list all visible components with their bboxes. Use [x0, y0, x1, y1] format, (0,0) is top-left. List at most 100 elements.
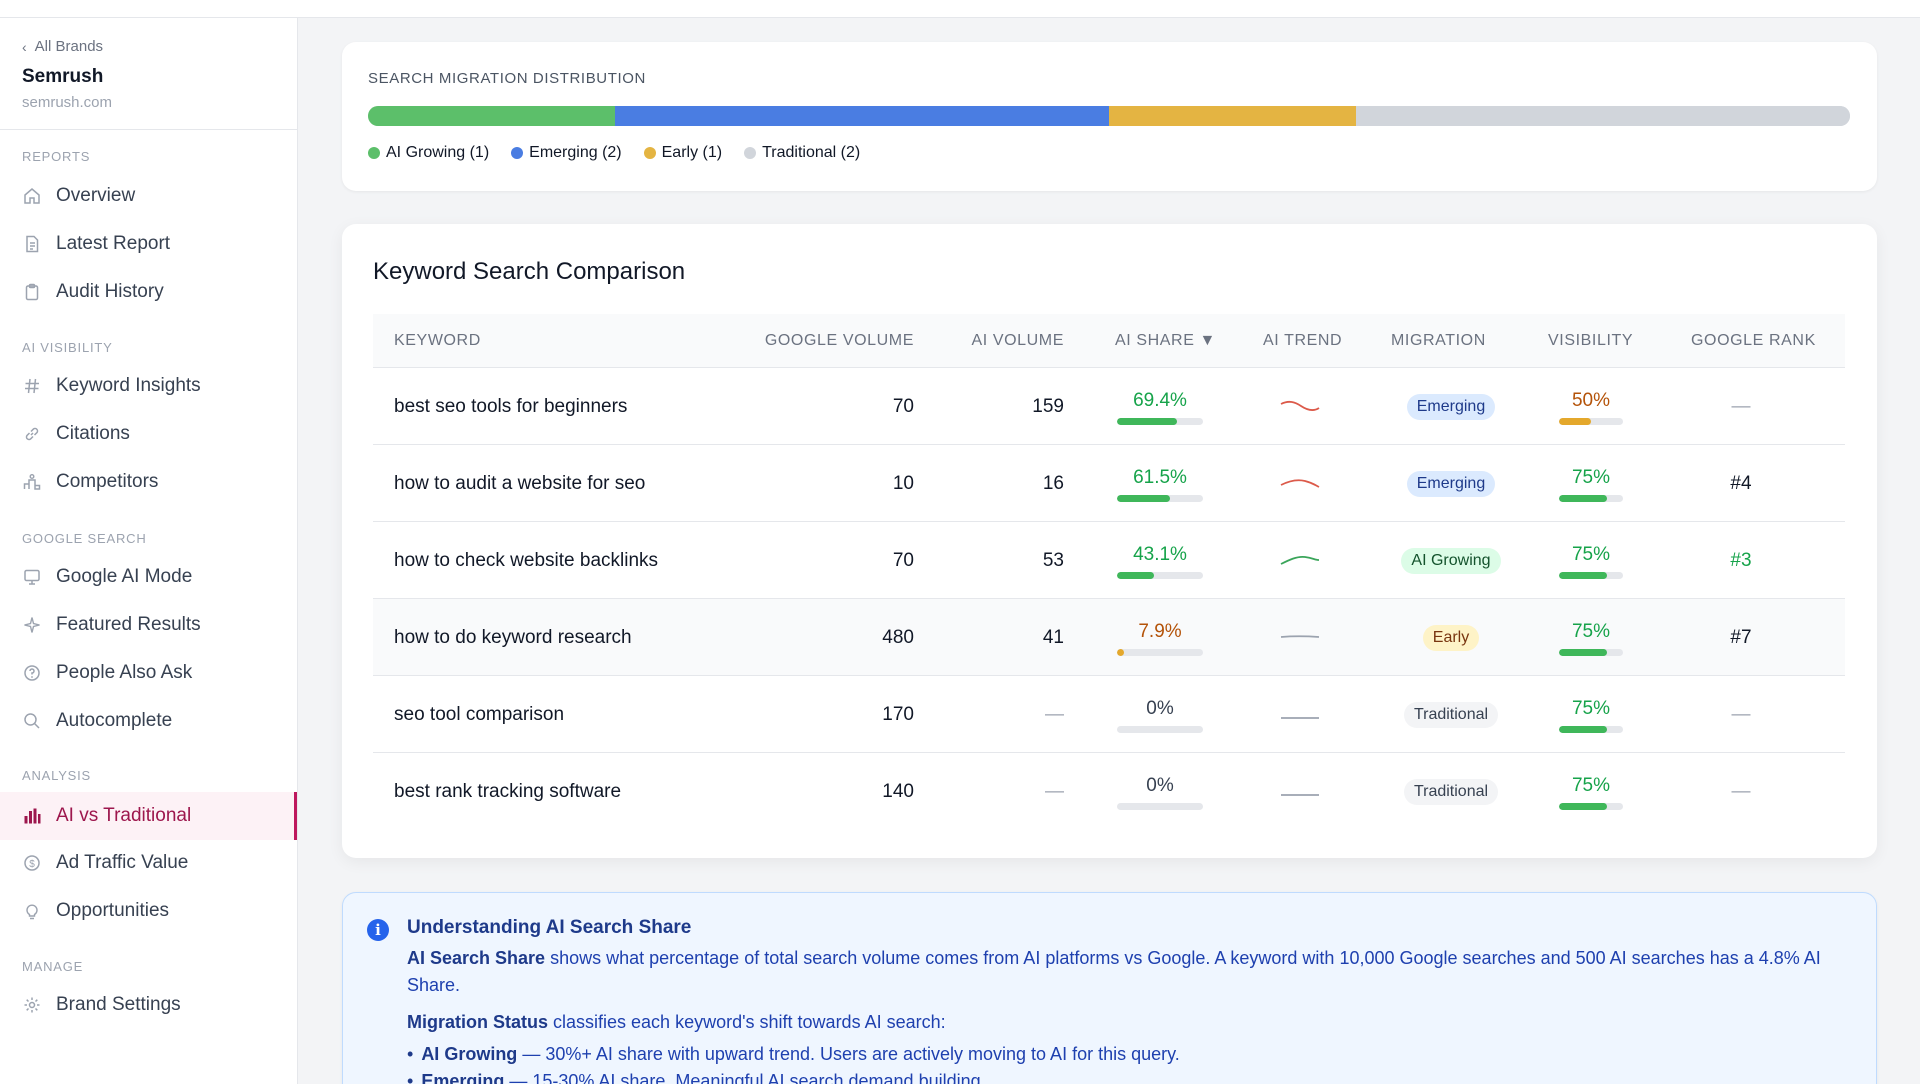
info-migration-term: Migration Status — [407, 1012, 549, 1032]
sidebar-item-citations[interactable]: Citations — [0, 412, 297, 456]
table-row[interactable]: best seo tools for beginners 70 159 69.4% Em… — [373, 368, 1845, 445]
sidebar-item-latest-report[interactable]: Latest Report — [0, 222, 297, 266]
trend-sparkline — [1280, 634, 1320, 638]
ai-trend-cell — [1279, 753, 1321, 830]
google-rank-cell: #4 — [1730, 472, 1752, 494]
legend-dot — [368, 147, 380, 159]
sidebar-item-keyword-insights[interactable]: Keyword Insights — [0, 364, 297, 408]
visibility-cell: 50% — [1559, 368, 1623, 445]
ai-share-bar — [1117, 495, 1203, 502]
dollar-circle-icon: $ — [22, 853, 42, 873]
sidebar-item-audit-history[interactable]: Audit History — [0, 270, 297, 314]
column-header-ai-trend[interactable]: AI TREND — [1263, 332, 1343, 349]
google-volume-cell: 70 — [892, 395, 914, 417]
ai-share-value: 7.9% — [1138, 621, 1182, 642]
brand-header: ‹ All Brands Semrush semrush.com — [0, 18, 297, 130]
visibility-value: 75% — [1571, 621, 1611, 642]
sidebar-item-ad-traffic-value[interactable]: $ Ad Traffic Value — [0, 841, 297, 885]
column-header-google-rank[interactable]: GOOGLE RANK — [1691, 332, 1816, 349]
column-header-migration[interactable]: MIGRATION — [1391, 332, 1486, 349]
migration-cell: Early — [1376, 599, 1526, 676]
trend-sparkline — [1280, 555, 1320, 565]
section-analysis: ANALYSIS — [22, 768, 92, 783]
google-volume-cell: 480 — [882, 626, 914, 648]
list-item-term: Emerging — [421, 1071, 505, 1084]
ai-trend-cell — [1279, 676, 1321, 753]
sidebar-item-autocomplete[interactable]: Autocomplete — [0, 699, 297, 743]
sidebar-item-overview[interactable]: Overview — [0, 174, 297, 218]
visibility-bar-fill — [1559, 572, 1607, 579]
sidebar-item-label: Brand Settings — [56, 994, 181, 1015]
table-row[interactable]: how to check website backlinks 70 53 43.1% A… — [373, 522, 1845, 599]
column-header-keyword[interactable]: KEYWORD — [394, 332, 481, 349]
sidebar: ‹ All Brands Semrush semrush.com REPORTS… — [0, 0, 298, 1084]
table-title: Keyword Search Comparison — [373, 258, 686, 285]
trend-sparkline — [1280, 400, 1320, 411]
column-header-ai-volume[interactable]: AI VOLUME — [971, 332, 1064, 349]
sidebar-item-featured-results[interactable]: Featured Results — [0, 603, 297, 647]
visibility-value: 75% — [1571, 775, 1611, 796]
legend-label: Early (1) — [661, 144, 723, 161]
info-share-text: shows what percentage of total search vo… — [407, 948, 1821, 995]
migration-cell: AI Growing — [1376, 522, 1526, 599]
sidebar-item-label: Keyword Insights — [56, 375, 201, 396]
ai-share-cell: 69.4% — [1117, 368, 1203, 445]
ai-volume-cell: 53 — [1042, 549, 1064, 571]
sidebar-item-label: Citations — [56, 423, 130, 444]
ai-trend-cell — [1279, 522, 1321, 599]
ai-share-bar-fill — [1117, 418, 1177, 425]
all-brands-label: All Brands — [34, 38, 104, 55]
table-row[interactable]: best rank tracking software 140 — 0% Traditi… — [373, 753, 1845, 830]
visibility-cell: 75% — [1559, 522, 1623, 599]
column-header-ai-share[interactable]: AI SHARE ▼ — [1115, 332, 1216, 349]
column-header-google-volume[interactable]: GOOGLE VOLUME — [764, 332, 914, 349]
sidebar-item-competitors[interactable]: Competitors — [0, 460, 297, 504]
sidebar-item-brand-settings[interactable]: Brand Settings — [0, 983, 297, 1027]
sidebar-item-label: Featured Results — [56, 614, 201, 635]
visibility-value: 75% — [1571, 698, 1611, 719]
sidebar-item-google-ai-mode[interactable]: Google AI Mode — [0, 555, 297, 599]
ai-trend-cell — [1279, 599, 1321, 676]
document-icon — [22, 234, 42, 254]
distribution-title: SEARCH MIGRATION DISTRIBUTION — [368, 70, 646, 87]
clipboard-icon — [22, 282, 42, 302]
visibility-bar-fill — [1559, 495, 1607, 502]
sidebar-item-people-also-ask[interactable]: People Also Ask — [0, 651, 297, 695]
table-row[interactable]: how to audit a website for seo 10 16 61.5% E… — [373, 445, 1845, 522]
distribution-segment — [368, 106, 615, 126]
section-manage: MANAGE — [22, 959, 84, 974]
migration-badge: Emerging — [1406, 470, 1496, 497]
visibility-bar-fill — [1559, 726, 1607, 733]
sidebar-item-ai-vs-traditional[interactable]: AI vs Traditional — [0, 792, 297, 840]
visibility-bar — [1559, 803, 1623, 810]
sidebar-item-opportunities[interactable]: Opportunities — [0, 889, 297, 933]
distribution-bar — [368, 106, 1850, 126]
google-volume-cell: 140 — [882, 780, 914, 802]
ai-share-bar — [1117, 726, 1203, 733]
ai-share-bar — [1117, 572, 1203, 579]
migration-badge: Early — [1422, 624, 1480, 651]
sidebar-item-label: Competitors — [56, 471, 159, 492]
ai-share-value: 69.4% — [1133, 390, 1187, 411]
distribution-legend: AI Growing (1) Emerging (2) Early (1) Tradi… — [368, 144, 860, 162]
legend-item: Emerging (2) — [511, 144, 622, 162]
ai-share-cell: 43.1% — [1117, 522, 1203, 599]
column-header-visibility[interactable]: VISIBILITY — [1548, 332, 1634, 349]
trend-sparkline — [1281, 793, 1319, 796]
ai-volume-cell: 16 — [1042, 472, 1064, 494]
visibility-cell: 75% — [1559, 753, 1623, 830]
legend-item: Traditional (2) — [744, 144, 860, 162]
keyword-cell: best seo tools for beginners — [394, 395, 628, 417]
all-brands-link[interactable]: ‹ All Brands — [22, 38, 103, 55]
table-row[interactable]: seo tool comparison 170 — 0% Traditional 75% — — [373, 676, 1845, 753]
table-row[interactable]: how to do keyword research 480 41 7.9% Early… — [373, 599, 1845, 676]
ai-share-info-card: i Understanding AI Search Share AI Searc… — [342, 892, 1877, 1084]
list-item: AI Growing — 30%+ AI share with upward t… — [407, 1041, 1179, 1068]
ai-share-bar — [1117, 418, 1203, 425]
legend-label: Traditional (2) — [762, 144, 861, 161]
distribution-segment — [615, 106, 1109, 126]
sidebar-item-label: Opportunities — [56, 900, 170, 921]
ai-share-cell: 0% — [1117, 753, 1203, 830]
ai-share-value: 0% — [1146, 698, 1174, 719]
google-rank-cell: — — [1731, 780, 1751, 802]
